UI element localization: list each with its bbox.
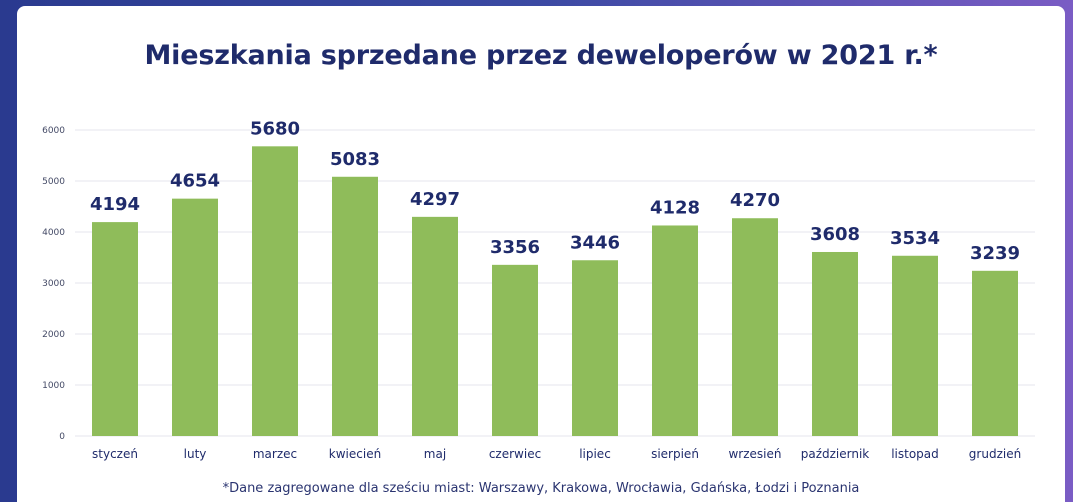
category-label: maj bbox=[424, 447, 446, 461]
category-label: sierpień bbox=[651, 447, 699, 461]
bar-luty bbox=[172, 198, 218, 436]
y-axis-ticks: 0 1000 2000 3000 4000 5000 6000 bbox=[42, 126, 65, 442]
bar-sierpień bbox=[652, 225, 698, 436]
bar-lipiec bbox=[572, 260, 618, 436]
category-label: styczeń bbox=[92, 447, 138, 461]
value-label: 3534 bbox=[890, 228, 940, 249]
y-tick-label: 6000 bbox=[42, 126, 65, 136]
value-label: 3608 bbox=[810, 224, 860, 245]
bar-marzec bbox=[252, 146, 298, 436]
bar-październik bbox=[812, 251, 858, 436]
value-label: 5083 bbox=[330, 149, 380, 170]
value-label: 4270 bbox=[730, 190, 780, 211]
bar-kwiecień bbox=[332, 176, 378, 436]
value-labels: 4194 4654 5680 5083 4297 3356 3446 4128 4270 3608… bbox=[90, 118, 1020, 263]
y-tick-label: 1000 bbox=[42, 381, 65, 391]
value-label: 4297 bbox=[410, 189, 460, 210]
value-label: 4194 bbox=[90, 194, 140, 215]
category-label: kwiecień bbox=[329, 447, 381, 461]
value-label: 4128 bbox=[650, 197, 700, 218]
value-label: 5680 bbox=[250, 118, 300, 139]
category-label: czerwiec bbox=[489, 447, 541, 461]
category-label: lipiec bbox=[579, 447, 611, 461]
y-tick-label: 3000 bbox=[42, 279, 65, 289]
category-labels: styczeń luty marzec kwiecień maj czerwiec lipi… bbox=[92, 447, 1021, 461]
value-label: 3446 bbox=[570, 232, 620, 253]
bar-czerwiec bbox=[492, 264, 538, 436]
category-label: luty bbox=[184, 447, 207, 461]
bars bbox=[92, 146, 1018, 436]
category-label: październik bbox=[801, 447, 870, 461]
chart-title: Mieszkania sprzedane przez deweloperów w… bbox=[144, 40, 938, 71]
y-tick-label: 0 bbox=[59, 432, 65, 442]
y-tick-label: 2000 bbox=[42, 330, 65, 340]
chart-card: Mieszkania sprzedane przez deweloperów w… bbox=[17, 6, 1065, 502]
category-label: grudzień bbox=[969, 447, 1021, 461]
bar-chart: 0 1000 2000 3000 4000 5000 6000 4194 4654 5680 50… bbox=[42, 118, 1035, 461]
category-label: marzec bbox=[253, 447, 297, 461]
category-label: wrzesień bbox=[728, 447, 781, 461]
value-label: 3356 bbox=[490, 237, 540, 258]
chart-footnote: *Dane zagregowane dla sześciu miast: War… bbox=[222, 481, 860, 496]
bar-maj bbox=[412, 216, 458, 436]
grid-lines bbox=[75, 129, 1035, 437]
value-label: 4654 bbox=[170, 171, 220, 192]
y-tick-label: 5000 bbox=[42, 177, 65, 187]
bar-listopad bbox=[892, 255, 938, 436]
bar-styczeń bbox=[92, 222, 138, 436]
bar-grudzień bbox=[972, 270, 1018, 436]
y-tick-label: 4000 bbox=[42, 228, 65, 238]
category-label: listopad bbox=[891, 447, 939, 461]
bar-wrzesień bbox=[732, 218, 778, 436]
value-label: 3239 bbox=[970, 243, 1020, 264]
